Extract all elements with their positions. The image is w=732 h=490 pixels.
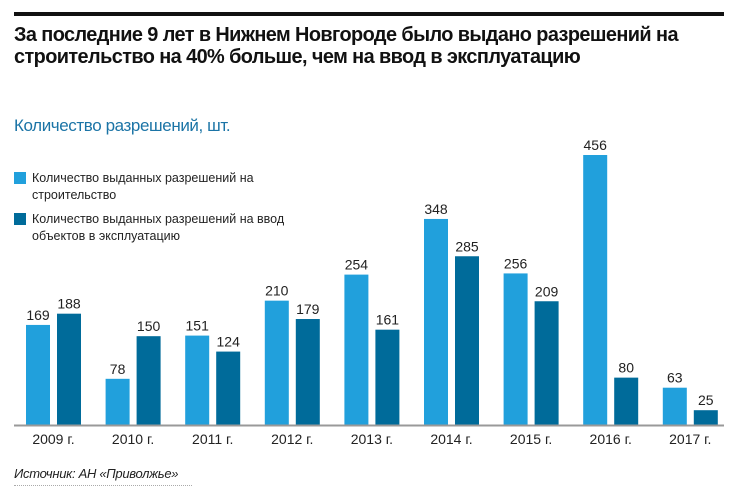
bar-construction — [583, 155, 608, 425]
source-underline — [14, 485, 192, 486]
x-tick-label: 2016 г. — [590, 431, 632, 447]
bar-construction — [662, 387, 687, 425]
data-label: 80 — [618, 360, 634, 376]
bar-construction — [264, 300, 289, 425]
bar-commissioning — [216, 351, 241, 425]
data-label: 256 — [504, 255, 528, 271]
x-tick-label: 2014 г. — [430, 431, 472, 447]
data-label: 161 — [376, 312, 400, 328]
data-label: 63 — [667, 370, 683, 386]
data-label: 124 — [217, 334, 241, 350]
chart-title: За последние 9 лет в Нижнем Новгороде бы… — [14, 23, 679, 68]
chart-subtitle: Количество разрешений, шт. — [14, 116, 231, 135]
bar-commissioning — [295, 319, 320, 425]
bar-commissioning — [455, 256, 479, 425]
x-tick-label: 2009 г. — [32, 431, 74, 447]
legend-item-construction: Количество выданных разрешений на строит… — [14, 170, 302, 204]
bar-commissioning — [614, 377, 639, 425]
data-label: 348 — [424, 201, 448, 217]
bar-construction — [424, 218, 448, 425]
top-rule — [14, 12, 724, 16]
bar-construction — [503, 273, 528, 425]
data-label: 151 — [186, 318, 210, 334]
data-label: 456 — [584, 137, 608, 153]
data-label: 150 — [137, 318, 161, 334]
bar-commissioning — [375, 329, 400, 425]
data-label: 209 — [535, 283, 559, 299]
x-tick-label: 2010 г. — [112, 431, 154, 447]
data-label: 285 — [455, 238, 479, 254]
bar-commissioning — [136, 336, 161, 425]
data-label: 78 — [110, 361, 126, 377]
legend-swatch-construction — [14, 172, 26, 184]
data-label: 254 — [345, 257, 369, 273]
bar-construction — [185, 335, 210, 425]
legend-swatch-commissioning — [14, 213, 26, 225]
bar-commissioning — [534, 301, 559, 425]
legend-item-commissioning: Количество выданных разрешений на ввод о… — [14, 211, 302, 245]
x-tick-label: 2015 г. — [510, 431, 552, 447]
bar-construction — [26, 324, 50, 425]
x-tick-label: 2013 г. — [351, 431, 393, 447]
x-tick-label: 2012 г. — [271, 431, 313, 447]
data-label: 210 — [265, 283, 289, 299]
bar-commissioning — [693, 410, 718, 425]
bar-commissioning — [57, 313, 81, 425]
legend-label-commissioning: Количество выданных разрешений на ввод о… — [32, 212, 285, 243]
legend-label-construction: Количество выданных разрешений на строит… — [32, 171, 254, 202]
data-label: 188 — [57, 296, 81, 312]
x-tick-label: 2017 г. — [669, 431, 711, 447]
data-label: 25 — [698, 392, 714, 408]
source-note: Источник: АН «Приволжье» — [14, 466, 179, 481]
bar-construction — [344, 274, 369, 425]
data-label: 179 — [296, 301, 320, 317]
data-label: 169 — [26, 307, 50, 323]
bar-construction — [105, 378, 130, 425]
x-tick-label: 2011 г. — [192, 431, 233, 447]
